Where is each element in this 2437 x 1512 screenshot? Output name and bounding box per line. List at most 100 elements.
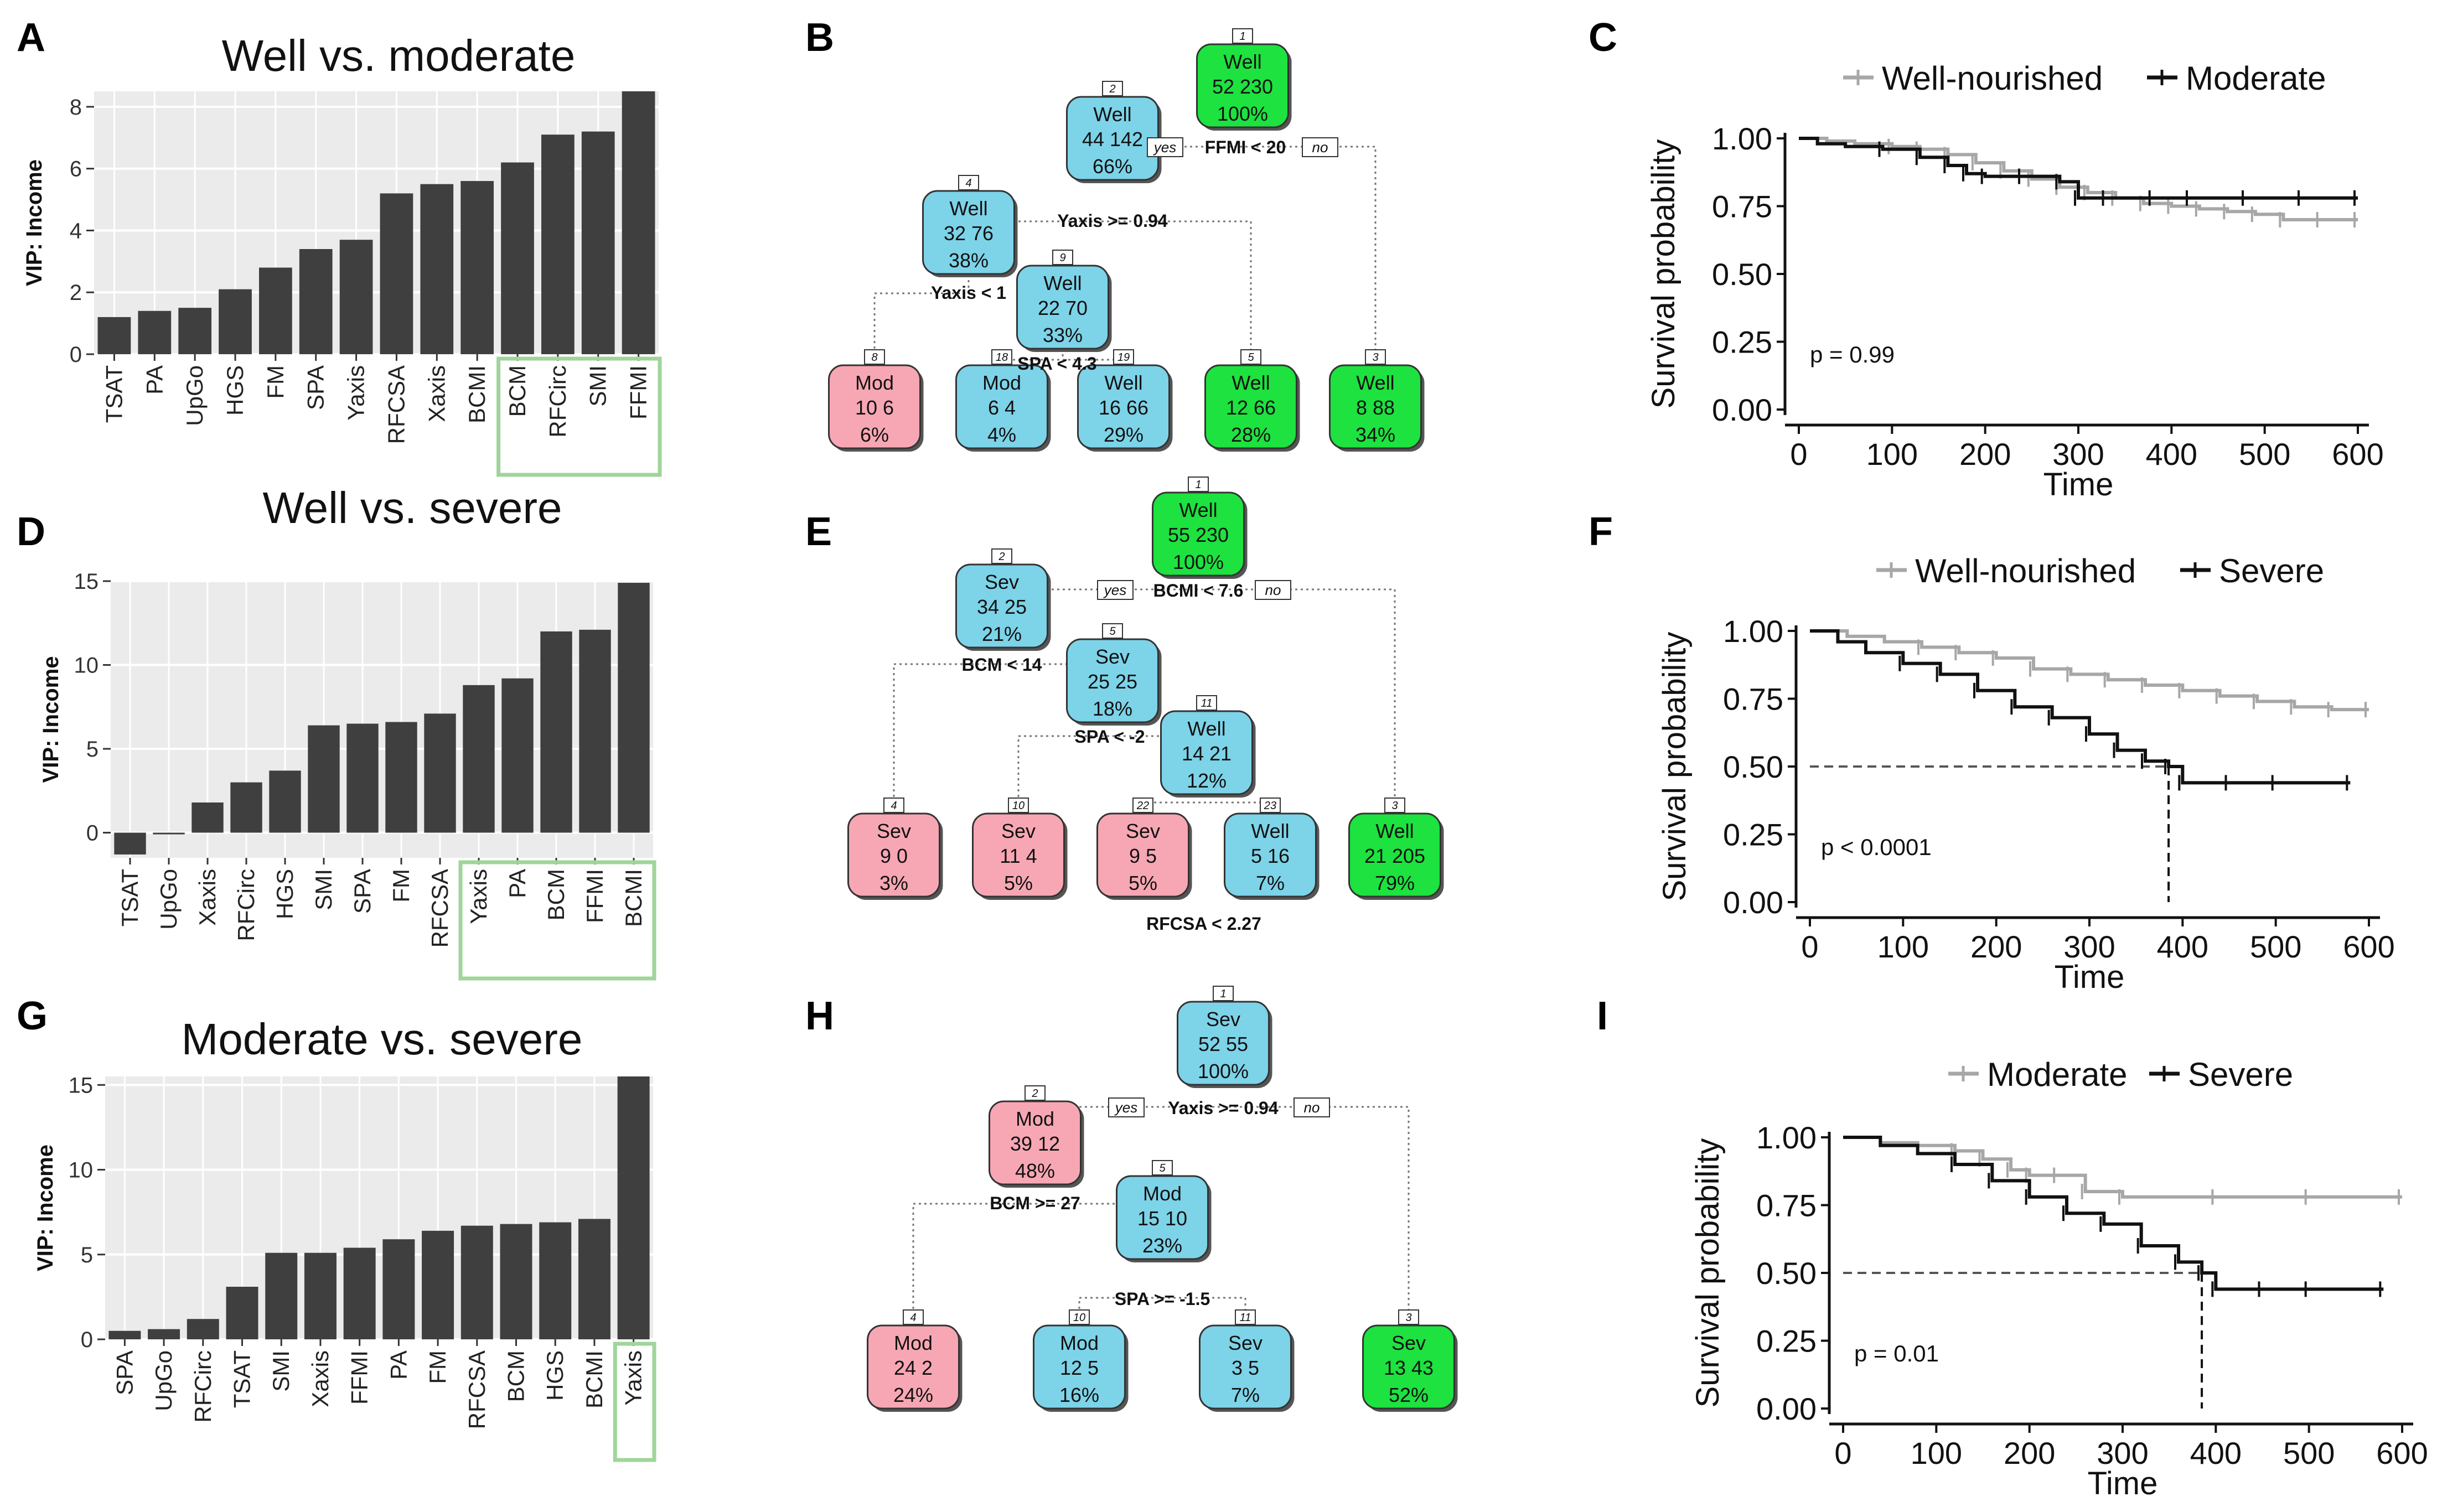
tree-node-9: 9 Well 22 70 33%: [1016, 250, 1112, 352]
bar-upgo: [153, 832, 185, 835]
x-tick-label: BCMI: [464, 365, 490, 423]
node-class: Sev: [1391, 1332, 1426, 1354]
km-curve-well-nourished: [1799, 137, 2358, 221]
y-tick-label: 2: [70, 281, 82, 305]
node-number-box: [1069, 1309, 1090, 1325]
p-value: p = 0.99: [1810, 341, 1895, 367]
node-class: Mod: [1060, 1332, 1099, 1354]
x-tick-label: HGS: [222, 365, 248, 416]
split-label: Yaxis < 1: [931, 283, 1006, 303]
node-class: Well: [1043, 272, 1082, 294]
node-number: 5: [1248, 351, 1254, 364]
y-tick-label: 15: [69, 1073, 94, 1097]
x-tick-label: Yaxis: [620, 1350, 646, 1406]
node-percent: 7%: [1256, 872, 1285, 894]
node-box: [1077, 364, 1170, 449]
bar-hgs: [269, 770, 301, 833]
node-number: 22: [1136, 800, 1149, 812]
node-percent: 12%: [1187, 769, 1227, 792]
legend-label: Severe: [2188, 1056, 2293, 1093]
node-percent: 38%: [949, 249, 989, 272]
node-number: 19: [1117, 351, 1130, 364]
y-tick-label: 0.75: [1723, 682, 1783, 717]
x-tick-label: Yaxis: [465, 869, 491, 924]
panel-letter-i: I: [1597, 994, 1608, 1038]
bar-yaxis: [463, 685, 495, 833]
node-box: [1177, 1001, 1270, 1086]
bar-hgs: [539, 1222, 572, 1339]
x-axis-label: Time: [2043, 467, 2114, 503]
bar-ffmi: [579, 629, 611, 833]
node-class: Mod: [894, 1332, 933, 1354]
y-axis-label: Survival probability: [1690, 1138, 1726, 1408]
node-counts: 11 4: [1000, 845, 1037, 867]
node-class: Well: [1356, 371, 1394, 394]
x-tick-label: SPA: [303, 365, 329, 410]
x-tick-label: PA: [141, 365, 167, 395]
tree-node-3: 3 Well 21 205 79%: [1348, 798, 1444, 900]
x-tick-label: 400: [2146, 437, 2197, 472]
bar-yaxis: [339, 240, 373, 354]
x-tick-label: BCM: [504, 365, 530, 417]
node-number-box: [1240, 349, 1261, 365]
node-counts: 6 4: [988, 396, 1016, 419]
split-label: Yaxis >= 0.94: [1057, 211, 1168, 231]
node-class: Mod: [1016, 1107, 1054, 1130]
split-label: RFCSA < 2.27: [1146, 914, 1261, 934]
tree-branch: [1046, 588, 1396, 814]
y-axis-label: VIP: Income: [22, 159, 46, 286]
bar-smi: [265, 1252, 298, 1339]
yes-no-box: [1293, 1097, 1330, 1117]
node-counts: 22 70: [1038, 297, 1088, 319]
y-tick-label: 0.50: [1723, 749, 1783, 784]
node-class: Sev: [1228, 1332, 1263, 1354]
x-tick-label: RFCSA: [427, 869, 453, 947]
y-tick-label: 0.50: [1712, 257, 1772, 292]
node-number: 2: [1109, 83, 1115, 95]
node-counts: 9 5: [1129, 845, 1157, 867]
node-percent: 18%: [1093, 697, 1132, 720]
node-counts: 5 16: [1251, 845, 1290, 867]
node-counts: 44 142: [1082, 128, 1143, 151]
node-counts: 8 88: [1356, 396, 1395, 419]
y-axis-label: VIP: Income: [39, 656, 63, 783]
y-axis-label: Survival probability: [1646, 139, 1681, 409]
x-tick-label: 300: [2052, 437, 2104, 472]
node-number: 1: [1195, 479, 1201, 491]
panel-letter-e: E: [805, 510, 832, 554]
tree-node-2: 2 Sev 34 25 21%: [955, 548, 1051, 651]
x-tick-label: RFCirc: [233, 869, 259, 941]
bar-xaxis: [192, 802, 224, 833]
x-tick-label: 500: [2250, 929, 2301, 964]
x-tick-label: HGS: [272, 869, 298, 919]
yes-no-label: no: [1312, 139, 1328, 156]
y-tick-label: 0.00: [1756, 1391, 1817, 1426]
x-tick-label: UpGo: [182, 365, 208, 426]
legend-label: Severe: [2219, 552, 2324, 589]
node-box: [1199, 1324, 1292, 1410]
node-class: Mod: [1143, 1182, 1182, 1205]
tree-branch: [1017, 735, 1162, 814]
highlight-box: [496, 356, 662, 477]
bar-ffmi: [622, 91, 655, 354]
node-counts: 32 76: [944, 222, 994, 245]
panel-letter-c: C: [1589, 15, 1617, 60]
tree-node-23: 23 Well 5 16 7%: [1224, 798, 1320, 900]
x-tick-label: 400: [2190, 1436, 2242, 1470]
node-counts: 52 55: [1198, 1033, 1248, 1055]
node-counts: 15 10: [1137, 1207, 1187, 1230]
node-number: 4: [965, 177, 971, 189]
x-tick-label: HGS: [542, 1350, 568, 1401]
bar-hgs: [219, 289, 252, 354]
bar-yaxis: [617, 1076, 650, 1339]
node-counts: 24 2: [894, 1356, 933, 1379]
node-number: 11: [1240, 1312, 1251, 1324]
